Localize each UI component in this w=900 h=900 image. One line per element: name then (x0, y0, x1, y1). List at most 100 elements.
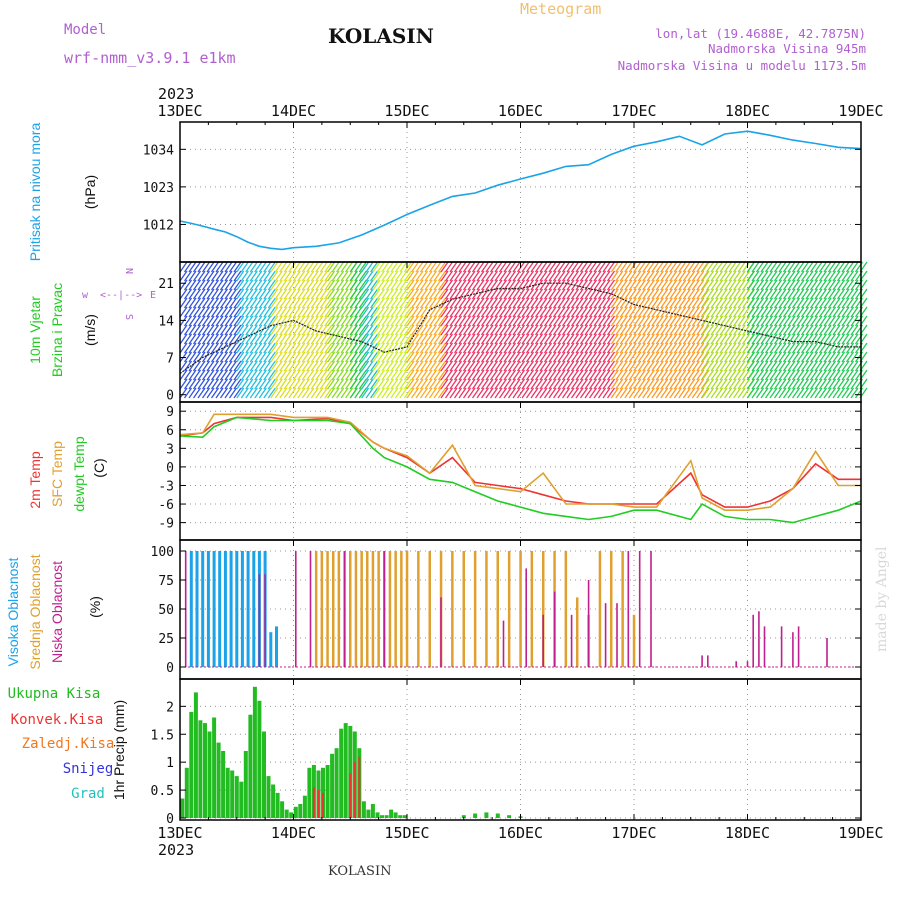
wind-barb (814, 297, 823, 309)
wind-barb (530, 297, 539, 309)
wind-barb (236, 387, 245, 399)
wind-barb (376, 315, 385, 327)
wind-barb (832, 306, 841, 318)
wind-barb (557, 351, 566, 363)
wind-barb (381, 360, 390, 372)
wind-barb (521, 261, 530, 273)
wind-barb (715, 342, 724, 354)
wind-barb (769, 378, 778, 390)
wind-barb (516, 270, 526, 282)
wind-barb (728, 261, 737, 273)
wind-barb (845, 387, 855, 399)
wind-barb (503, 288, 512, 300)
wind-barb (539, 360, 548, 372)
credit-text: made by Angel (874, 546, 890, 652)
wind-barb (715, 297, 724, 309)
cloud-bar-mid_cloud (371, 551, 375, 667)
wind-barb (310, 351, 319, 363)
cloud-bar-low_cloud (797, 626, 800, 667)
wind-barb (660, 297, 669, 309)
wind-barb (390, 261, 399, 273)
wind-barb (319, 315, 328, 327)
wind-barb (701, 360, 710, 372)
wind-barb (664, 261, 673, 273)
wind-barb (805, 297, 814, 309)
wind-barb (791, 279, 801, 291)
wind-barb (588, 351, 598, 363)
wind-barb (245, 279, 254, 291)
wind-barb (516, 387, 526, 399)
wind-barb (832, 333, 841, 345)
wind-barb (687, 342, 696, 354)
wind-barb (610, 306, 619, 318)
wind-barb (462, 324, 472, 336)
wind-barb (651, 279, 660, 291)
wind-barb (410, 369, 420, 381)
wind-barb (637, 342, 646, 354)
wind-barb (403, 315, 412, 327)
wind-barb (476, 261, 485, 273)
wind-barb (543, 351, 553, 363)
wind-barb (682, 270, 691, 282)
wind-barb (406, 351, 415, 363)
wind-barb (444, 324, 454, 336)
wind-barb (742, 387, 751, 399)
wind-barb (336, 360, 345, 372)
wind-barb (288, 324, 297, 336)
wind-barb (719, 270, 728, 282)
wind-barb (183, 369, 193, 381)
y-tick-label-precip: 0.5 (151, 784, 174, 799)
wind-barb (534, 279, 544, 291)
wind-barb (782, 378, 792, 390)
wind-barb (458, 360, 467, 372)
wind-barb (610, 297, 619, 309)
wind-barb (415, 360, 424, 372)
wind-barb (507, 333, 517, 345)
wind-barb (288, 369, 297, 381)
wind-barb (394, 369, 403, 381)
wind-barb (215, 378, 224, 390)
wind-barb (719, 360, 728, 372)
precip-bar-precip_total (216, 742, 221, 818)
wind-barb (453, 360, 463, 372)
wind-barb (188, 351, 197, 363)
cloud-bar-high_cloud (218, 551, 222, 667)
wind-barb (315, 288, 324, 300)
wind-barb (818, 261, 828, 273)
wind-barb (319, 369, 328, 381)
wind-barb (381, 279, 390, 291)
precip-bar-precip_total (389, 809, 394, 818)
wind-barb (525, 288, 535, 300)
wind-barb (324, 306, 333, 318)
wind-barb (606, 270, 616, 282)
wind-barb (179, 261, 188, 273)
wind-barb (715, 369, 724, 381)
wind-barb (606, 261, 616, 273)
wind-barb (349, 261, 358, 273)
wind-barb (340, 270, 349, 282)
wind-barb (201, 333, 211, 345)
wind-barb (588, 306, 598, 318)
wind-barb (236, 261, 245, 273)
precip-bar-precip_total (402, 815, 407, 818)
wind-barb (593, 360, 602, 372)
wind-barb (424, 360, 433, 372)
wind-barb (575, 342, 584, 354)
wind-barb (206, 360, 215, 372)
wind-barb (370, 279, 379, 291)
wind-barb (687, 324, 696, 336)
wind-barb (224, 288, 233, 300)
wind-barb (274, 369, 283, 381)
wind-barb (660, 315, 669, 327)
cloud-bar-mid_cloud (417, 551, 420, 667)
wind-barb (696, 288, 705, 300)
wind-barb (219, 360, 229, 372)
wind-barb (791, 378, 801, 390)
wind-barb (197, 270, 206, 282)
wind-barb (498, 369, 508, 381)
wind-barb (254, 333, 263, 345)
wind-barb (192, 315, 202, 327)
wind-barb (336, 378, 345, 390)
wind-barb (249, 342, 258, 354)
wind-barb (444, 351, 454, 363)
